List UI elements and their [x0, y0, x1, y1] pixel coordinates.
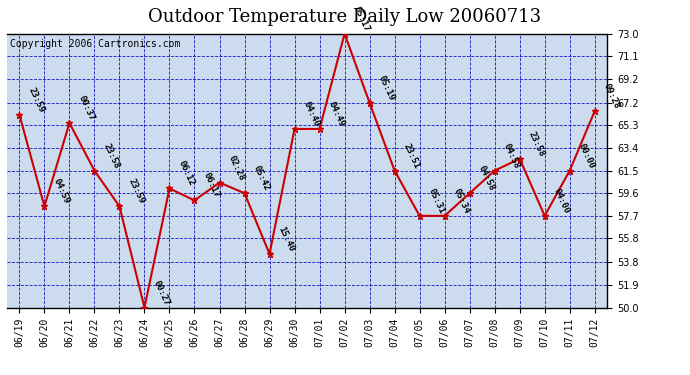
Text: 23:51: 23:51: [402, 142, 421, 170]
Text: 00:37: 00:37: [77, 94, 96, 122]
Text: 06:17: 06:17: [201, 171, 221, 200]
Text: 09:28: 09:28: [602, 82, 621, 110]
Text: 06:12: 06:12: [177, 159, 196, 188]
Text: 04:49: 04:49: [326, 100, 346, 128]
Text: 04:58: 04:58: [477, 164, 496, 192]
Text: 00:00: 00:00: [577, 142, 596, 170]
Text: 05:42: 05:42: [251, 164, 271, 192]
Text: 00:27: 00:27: [151, 279, 171, 307]
Text: 23:59: 23:59: [126, 177, 146, 206]
Text: 05:19: 05:19: [377, 74, 396, 102]
Text: 05:34: 05:34: [451, 187, 471, 215]
Text: 04:40: 04:40: [302, 100, 321, 128]
Text: 23:58: 23:58: [526, 130, 546, 158]
Text: 02:28: 02:28: [226, 154, 246, 182]
Text: 04:59: 04:59: [51, 177, 71, 206]
Text: 04:58: 04:58: [502, 142, 521, 170]
Text: 05:31: 05:31: [426, 187, 446, 215]
Text: 05:17: 05:17: [351, 5, 371, 33]
Text: 23:59: 23:59: [26, 86, 46, 114]
Text: Outdoor Temperature Daily Low 20060713: Outdoor Temperature Daily Low 20060713: [148, 8, 542, 26]
Text: 15:40: 15:40: [277, 225, 296, 253]
Text: 04:00: 04:00: [551, 187, 571, 215]
Text: 23:58: 23:58: [101, 142, 121, 170]
Text: Copyright 2006 Cartronics.com: Copyright 2006 Cartronics.com: [10, 39, 180, 49]
